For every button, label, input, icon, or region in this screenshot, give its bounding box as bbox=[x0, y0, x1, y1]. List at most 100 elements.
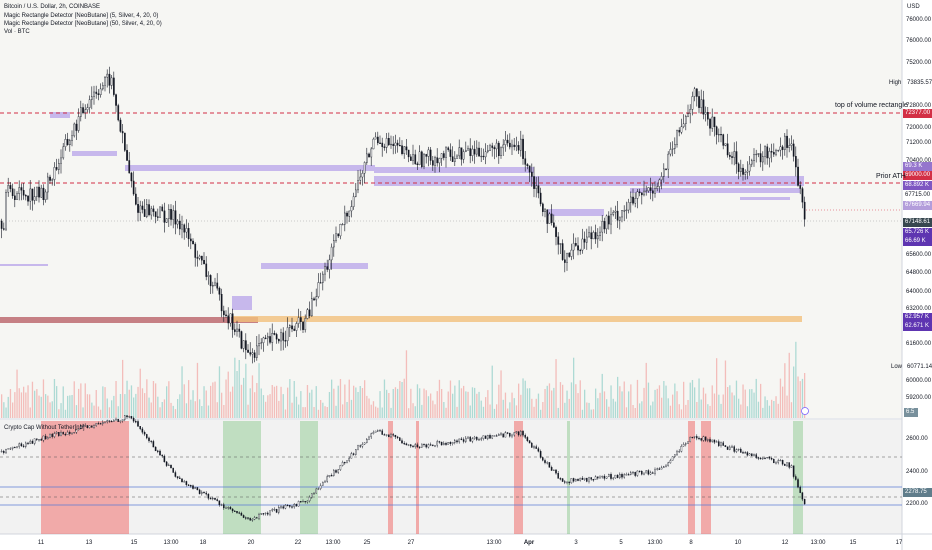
volume-bar bbox=[768, 405, 771, 418]
volume-bar bbox=[786, 395, 788, 418]
volume-bar bbox=[124, 394, 126, 418]
candle-body bbox=[570, 249, 573, 257]
volume-bar bbox=[588, 402, 590, 418]
indicator-legend-1[interactable]: Magic Rectangle Detector [NeoButane] (5,… bbox=[4, 13, 159, 19]
candle-body bbox=[383, 146, 386, 148]
lower-candle-body bbox=[302, 501, 304, 503]
candle-body bbox=[295, 323, 298, 331]
candle-body bbox=[522, 138, 524, 159]
lower-candle-body bbox=[546, 462, 548, 464]
zone-price-label[interactable]: 62.671 K bbox=[903, 322, 932, 331]
volume-bar bbox=[227, 371, 229, 418]
volume-bar bbox=[38, 395, 40, 418]
lower-candle-body bbox=[143, 432, 146, 435]
zone-price-label[interactable]: 66.69 K bbox=[903, 237, 932, 246]
candle-body bbox=[216, 282, 219, 289]
candle-body bbox=[751, 160, 753, 165]
zone-price-label[interactable]: 69.3 K bbox=[903, 162, 932, 171]
volume-bar bbox=[403, 378, 405, 418]
lower-candle-body bbox=[379, 430, 381, 432]
volume-bar bbox=[709, 405, 711, 418]
volume-bar bbox=[619, 386, 621, 418]
lower-candle-body bbox=[62, 432, 64, 435]
lower-candle-body bbox=[773, 459, 775, 464]
candle-body bbox=[196, 257, 199, 259]
candle-body bbox=[784, 135, 786, 150]
event-marker-icon[interactable] bbox=[801, 407, 809, 415]
candle-body bbox=[762, 156, 764, 163]
price-tick: 64800.00 bbox=[906, 270, 932, 276]
candle-body bbox=[687, 113, 689, 117]
volume-bar bbox=[9, 389, 12, 418]
candle-body bbox=[49, 176, 51, 181]
lower-last-label[interactable]: 2278.75 bbox=[903, 488, 932, 497]
candle-body bbox=[108, 73, 111, 86]
price-tick: 61600.00 bbox=[906, 341, 932, 347]
volume-bar bbox=[658, 385, 661, 418]
lower-candle-body bbox=[410, 444, 412, 447]
indicator-legend-3[interactable]: Vol · BTC bbox=[4, 29, 30, 35]
lower-candle-body bbox=[132, 418, 135, 422]
indicator-legend-2[interactable]: Magic Rectangle Detector [NeoButane] (50… bbox=[4, 21, 162, 27]
time-tick: 13:00 bbox=[647, 540, 663, 546]
low-label: Low bbox=[891, 364, 903, 370]
low-price-label[interactable]: 60771.14 bbox=[907, 364, 932, 370]
prior-ath-annotation[interactable]: Prior ATH bbox=[876, 173, 906, 180]
volume-bar bbox=[445, 407, 447, 418]
volume-bar bbox=[471, 387, 474, 418]
candle-body bbox=[801, 188, 804, 203]
candle-body bbox=[713, 116, 716, 128]
zone-price-label[interactable]: 62.957 K bbox=[903, 313, 932, 322]
lower-candle-body bbox=[344, 462, 346, 464]
lower-candle-body bbox=[502, 433, 504, 438]
candle-body bbox=[410, 156, 412, 161]
volume-bar bbox=[34, 390, 36, 418]
lower-candle-body bbox=[691, 436, 694, 439]
candle-body bbox=[198, 255, 201, 259]
main-pane[interactable] bbox=[0, 0, 902, 418]
lower-candle-body bbox=[520, 431, 522, 436]
volume-bar bbox=[221, 392, 223, 418]
lower-candle-body bbox=[462, 439, 465, 442]
candle-body bbox=[471, 148, 474, 157]
high-price-label[interactable]: 73835.57 bbox=[907, 80, 932, 86]
zone-price-label[interactable]: 67669.94 bbox=[903, 201, 932, 210]
lower-candle-body bbox=[66, 431, 69, 435]
volume-bar bbox=[753, 392, 755, 418]
lower-candle-body bbox=[33, 438, 36, 444]
lower-pane-legend[interactable]: Crypto Cap Without Tether[nb] bbox=[4, 425, 85, 431]
currency-label[interactable]: USD bbox=[907, 4, 920, 10]
volume-bar bbox=[419, 388, 421, 418]
signal-highlight bbox=[514, 421, 523, 534]
candle-body bbox=[724, 143, 727, 146]
lower-candle-body bbox=[42, 435, 45, 441]
volume-bar bbox=[388, 393, 390, 418]
lower-candle-body bbox=[467, 436, 469, 439]
volume-label[interactable]: 6.5 bbox=[904, 408, 918, 417]
candle-body bbox=[467, 148, 469, 151]
ath-price-label[interactable]: 72377.00 bbox=[903, 109, 932, 118]
candle-body bbox=[652, 190, 654, 194]
zone-price-label[interactable]: 67715.00 bbox=[903, 191, 932, 200]
symbol-legend[interactable]: Bitcoin / U.S. Dollar, 2h, COINBASE bbox=[4, 4, 101, 10]
lower-candle-body bbox=[53, 433, 56, 437]
lower-pane[interactable] bbox=[0, 420, 902, 534]
prior-ath-price-label[interactable]: 69000.00 bbox=[903, 171, 932, 180]
lower-candle-body bbox=[636, 470, 639, 476]
volume-bar bbox=[755, 378, 757, 418]
lower-candle-body bbox=[682, 444, 685, 447]
candle-body bbox=[71, 135, 73, 141]
lower-candle-body bbox=[621, 474, 623, 478]
lower-candle-body bbox=[137, 421, 139, 427]
volume-bar bbox=[62, 386, 64, 418]
candle-body bbox=[390, 143, 392, 146]
top-volume-annotation[interactable]: top of volume rectangle bbox=[835, 102, 908, 109]
last-price-label[interactable]: 67148.61 bbox=[903, 218, 932, 227]
volume-bar bbox=[364, 380, 366, 418]
lower-candle-body bbox=[60, 432, 62, 436]
candle-body bbox=[438, 158, 441, 164]
zone-price-label[interactable]: 68.892 K bbox=[903, 181, 932, 190]
zone-price-label[interactable]: 65.726 K bbox=[903, 228, 932, 237]
